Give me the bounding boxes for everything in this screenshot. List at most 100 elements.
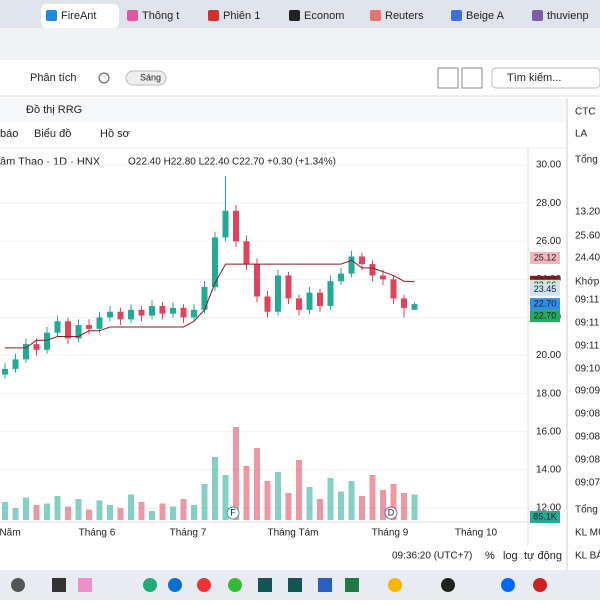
tab[interactable]: [527, 4, 600, 28]
candle-body: [117, 311, 124, 320]
candle-body: [369, 264, 376, 276]
tab-title: Econom: [304, 10, 344, 22]
app-toolbar: [0, 60, 600, 96]
panel-header: [0, 98, 566, 122]
tab-icon: [289, 10, 300, 21]
tab[interactable]: [365, 4, 443, 28]
candle-body: [243, 241, 250, 265]
kijun-line: [5, 259, 415, 349]
candle-body: [2, 368, 8, 375]
candle-body: [348, 256, 355, 274]
tab[interactable]: [284, 4, 362, 28]
tab[interactable]: [41, 4, 119, 28]
tab-icon: [451, 10, 462, 21]
candle-body: [128, 309, 134, 320]
candle-body: [96, 317, 103, 329]
side-panel-text: 25.60: [575, 231, 600, 242]
tab-icon: [370, 10, 381, 21]
side-panel-text: 24.40: [575, 253, 600, 264]
side-panel-text: 13.20: [575, 207, 600, 218]
footer-auto[interactable]: tự động: [524, 550, 562, 562]
chart-tool[interactable]: Biểu đồ: [34, 128, 71, 140]
add-button[interactable]: [461, 67, 483, 89]
candle-body: [306, 292, 313, 310]
side-panel-text: 09:07: [575, 478, 600, 489]
candle-body: [327, 281, 334, 307]
candle-body: [138, 309, 145, 316]
candle-body: [159, 306, 166, 314]
price-badge: [530, 251, 560, 264]
address-area: [0, 28, 600, 60]
side-panel-text: 09:11:: [575, 295, 600, 306]
candle-body: [401, 298, 407, 308]
candle-body: [296, 298, 302, 310]
candle-body: [285, 275, 292, 299]
candle-body: [170, 307, 176, 314]
layout-button[interactable]: [437, 67, 459, 89]
price-label: 25.12: [534, 252, 557, 262]
candle-body: [201, 286, 208, 310]
price-badge: [530, 298, 560, 311]
ohlc: O22.40 H22.80 L22.40 C22.70 +0.30 (+1.34…: [128, 157, 336, 168]
candle-body: [390, 279, 397, 299]
candle-body: [75, 325, 82, 339]
side-panel-text: Tổng: [575, 504, 598, 516]
y-tick-label: 12.00: [536, 503, 561, 514]
chart-tool[interactable]: báo: [0, 128, 18, 140]
candle-body: [359, 256, 365, 265]
volume-badge: [530, 511, 560, 523]
side-panel-text: Khớp: [575, 277, 600, 288]
tab[interactable]: [203, 4, 281, 28]
y-tick-label: 18.00: [536, 388, 561, 399]
candle-body: [86, 325, 92, 329]
tab-title: Reuters: [385, 10, 424, 22]
tab[interactable]: [122, 4, 200, 28]
tab[interactable]: [0, 4, 39, 28]
search-box[interactable]: [491, 67, 600, 89]
settings-icon[interactable]: [98, 72, 110, 84]
side-panel-text: 09:08: [575, 455, 600, 466]
candle-body: [54, 321, 61, 333]
candle-body: [149, 306, 155, 316]
search-placeholder: Tìm kiếm...: [507, 72, 561, 84]
y-tick-label: 30.00: [536, 160, 561, 171]
x-tick-label: Tháng 10: [455, 528, 498, 539]
x-tick-label: Tháng 7: [170, 528, 207, 539]
analysis-button[interactable]: Phân tích: [30, 72, 76, 84]
panel-title: Đồ thị RRG: [26, 104, 82, 116]
side-panel-text: KL BÁ: [575, 549, 600, 562]
side-panel-text: 09:08: [575, 432, 600, 443]
side-panel-text: 09:11: [575, 341, 600, 352]
tab-title: FireAnt: [61, 10, 96, 22]
candle-body: [180, 307, 187, 318]
theme-label: Sáng: [140, 72, 161, 82]
price-label: 22.70: [534, 310, 557, 320]
candle-body: [23, 344, 29, 360]
candle-body: [107, 311, 113, 318]
y-tick-label: 14.00: [536, 465, 561, 476]
event-marker: [384, 506, 398, 520]
candle-body: [33, 344, 40, 350]
theme-toggle[interactable]: [125, 70, 167, 86]
footer-log[interactable]: log: [503, 550, 518, 562]
tab[interactable]: [446, 4, 524, 28]
candle-body: [222, 210, 229, 238]
price-badge: [530, 310, 560, 323]
y-tick-label: 16.00: [536, 426, 561, 437]
side-panel-text: 09:11:: [575, 318, 600, 329]
tab-icon: [208, 10, 219, 21]
side-panel-text: Tổng: [575, 154, 598, 166]
event-label: D: [388, 507, 395, 517]
candle-body: [338, 273, 344, 282]
candle-body: [317, 292, 323, 307]
candle-body: [44, 332, 50, 350]
candle-body: [264, 296, 271, 312]
candle-body: [191, 309, 197, 318]
footer-percent[interactable]: %: [485, 550, 495, 562]
candle-body: [380, 275, 386, 280]
tab-title: Phiên 1: [223, 10, 260, 22]
candle-body: [12, 359, 19, 369]
candle-body: [65, 321, 71, 339]
chart-tool[interactable]: Hồ sơ: [100, 128, 130, 140]
